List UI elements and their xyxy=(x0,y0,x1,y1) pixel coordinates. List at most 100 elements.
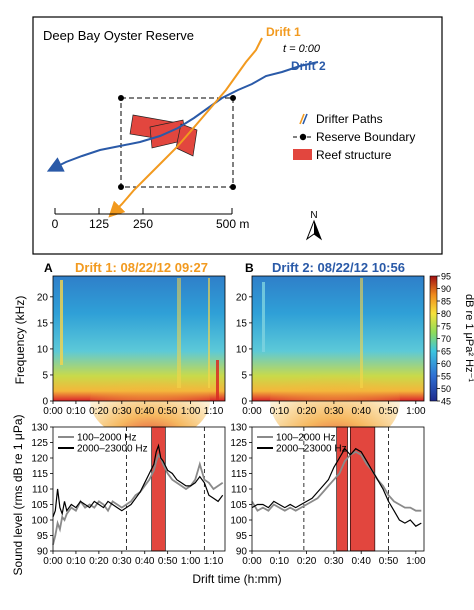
legend-series-label: 2000–23000 Hz xyxy=(77,444,148,455)
spectrogram-b-frame xyxy=(251,275,425,402)
spectrogram-xtick-label: 0:10 xyxy=(270,406,290,417)
reserve-boundary xyxy=(120,97,234,188)
legend-boundary-dot xyxy=(299,133,307,141)
boundary-corner-nw xyxy=(118,95,124,101)
spectrogram-ytick-label: 15 xyxy=(236,318,248,329)
reef-span xyxy=(349,426,376,552)
spectrogram-xtick-label: 0:00 xyxy=(242,406,262,417)
spectrogram-xtick-label: 0:20 xyxy=(89,406,109,417)
spectrogram-a-streak-3 xyxy=(208,278,210,388)
spectrogram-b-streak-2 xyxy=(360,278,363,388)
scale-tick-125: 125 xyxy=(89,217,109,231)
sound-level-ylabel: Sound level (rms dB re 1 μPa) xyxy=(11,415,25,576)
north-arrow-icon: N xyxy=(305,210,323,241)
sound-level-xtick-label: 1:10 xyxy=(204,556,224,567)
map-title: Deep Bay Oyster Reserve xyxy=(43,28,194,43)
spectrogram-xtick-label: 0:10 xyxy=(66,406,86,417)
spectrogram-xtick-label: 0:30 xyxy=(324,406,344,417)
legend-series-label: 100–2000 Hz xyxy=(276,433,336,444)
spectrogram-ytick-label: 10 xyxy=(37,344,49,355)
drift2-path xyxy=(46,61,319,172)
spectrogram-b-streak-1 xyxy=(262,282,265,352)
sound-level-xtick-label: 0:00 xyxy=(43,556,63,567)
sound-level-xtick-label: 0:30 xyxy=(324,556,344,567)
sound-level-ytick-label: 110 xyxy=(32,485,48,496)
spectrogram-a-title: Drift 1: 08/22/12 09:27 xyxy=(75,260,208,275)
series-low-band-line xyxy=(251,450,422,512)
spectrogram-a-yaxis: 0 5 10 15 20 xyxy=(37,292,53,408)
drift-time-xlabel: Drift time (h:mm) xyxy=(192,572,281,586)
spectrogram-xtick-label: 0:40 xyxy=(135,406,155,417)
sound-level-ytick-label: 105 xyxy=(31,500,48,511)
spectrogram-ytick-label: 5 xyxy=(241,370,247,381)
series-high-band-line xyxy=(251,447,422,527)
drift1-label: Drift 1 xyxy=(266,25,301,39)
spectrogram-xtick-label: 0:30 xyxy=(112,406,132,417)
colorbar-tick-label: 65 xyxy=(441,347,451,357)
sound-level-a-panel: 90 95 100 105 110 115 120 125 130 0:00 0:10 0:20 0:3… xyxy=(31,423,226,567)
sound-level-ytick-label: 125 xyxy=(230,438,247,449)
sound-level-ytick-label: 100 xyxy=(230,516,247,527)
spectrogram-xtick-label: 0:50 xyxy=(379,406,399,417)
sound-level-ytick-label: 130 xyxy=(230,423,247,434)
series-high-band-line xyxy=(52,443,224,518)
colorbar-tick-label: 45 xyxy=(441,397,451,407)
spectrogram-b-title: Drift 2: 08/22/12 10:56 xyxy=(272,260,405,275)
spectrogram-a-streak-1 xyxy=(60,280,63,365)
panel-b-letter: B xyxy=(245,261,254,275)
colorbar-ticks: 95 90 85 80 75 70 65 60 55 50 45 xyxy=(437,272,451,407)
spectrogram-ytick-label: 5 xyxy=(42,370,48,381)
boundary-corner-sw xyxy=(118,184,124,190)
colorbar-tick-label: 85 xyxy=(441,297,451,307)
spectrogram-b-yaxis: 0 5 10 15 20 xyxy=(236,292,252,408)
sound-level-ytick-label: 95 xyxy=(236,531,248,542)
colorbar: 95 90 85 80 75 70 65 60 55 50 45 dB re 1 μPa² Hz⁻¹ xyxy=(429,272,474,407)
sound-level-xtick-label: 0:30 xyxy=(112,556,132,567)
spectrogram-a-frame xyxy=(52,275,226,402)
colorbar-tick-label: 60 xyxy=(441,359,451,369)
spectrogram-xtick-label: 0:40 xyxy=(351,406,371,417)
spectrogram-ytick-label: 20 xyxy=(37,292,49,303)
spectrogram-a-streak-2 xyxy=(177,278,181,388)
sound-level-xtick-label: 1:00 xyxy=(181,556,201,567)
spectrogram-xtick-label: 0:50 xyxy=(158,406,178,417)
sound-level-ytick-label: 120 xyxy=(31,454,48,465)
map-panel: Deep Bay Oyster Reserve Drift 1 t = 0:00… xyxy=(32,16,443,255)
sound-level-xtick-label: 0:10 xyxy=(270,556,290,567)
spectrogram-xtick-label: 1:00 xyxy=(406,406,426,417)
colorbar-label: dB re 1 μPa² Hz⁻¹ xyxy=(463,294,474,382)
spectrogram-xtick-label: 0:00 xyxy=(43,406,63,417)
spectrogram-ytick-label: 20 xyxy=(236,292,248,303)
legend-series-label: 100–2000 Hz xyxy=(77,433,137,444)
colorbar-tick-label: 75 xyxy=(441,322,451,332)
colorbar-tick-label: 95 xyxy=(441,272,451,282)
spectrogram-ytick-label: 10 xyxy=(236,344,248,355)
scale-tick-0: 0 xyxy=(52,217,59,231)
drift2-label: Drift 2 xyxy=(291,59,326,73)
sound-level-xtick-label: 0:50 xyxy=(379,556,399,567)
colorbar-tick-label: 90 xyxy=(441,284,451,294)
spectrogram-ytick-label: 15 xyxy=(37,318,49,329)
sound-level-xtick-label: 0:00 xyxy=(242,556,262,567)
spectrogram-xtick-label: 0:20 xyxy=(297,406,317,417)
sound-level-xtick-label: 0:40 xyxy=(351,556,371,567)
sound-level-ytick-label: 110 xyxy=(231,485,247,496)
spectrogram-xtick-label: 1:10 xyxy=(204,406,224,417)
sound-level-ytick-label: 90 xyxy=(236,547,248,558)
spectrogram-b-xaxis: 0:00 0:10 0:20 0:30 0:40 0:50 1:00 xyxy=(242,401,426,417)
sound-level-b-panel: 90 95 100 105 110 115 120 125 130 0:00 0:10 0:20 0:3… xyxy=(230,423,426,568)
sound-level-ytick-label: 100 xyxy=(31,516,48,527)
reef-structure-3 xyxy=(175,123,198,157)
legend-series-label: 2000–23000 Hz xyxy=(276,444,347,455)
legend-reef-swatch xyxy=(293,149,312,160)
sound-level-plot-bg xyxy=(53,427,225,551)
spectrogram-xtick-label: 1:00 xyxy=(181,406,201,417)
colorbar-scale xyxy=(429,275,438,402)
sound-level-ytick-label: 115 xyxy=(231,469,247,480)
sound-level-xtick-label: 0:40 xyxy=(135,556,155,567)
sound-level-xtick-label: 1:00 xyxy=(406,556,426,567)
legend-paths-label: Drifter Paths xyxy=(316,112,383,126)
boundary-corner-ne xyxy=(230,95,236,101)
